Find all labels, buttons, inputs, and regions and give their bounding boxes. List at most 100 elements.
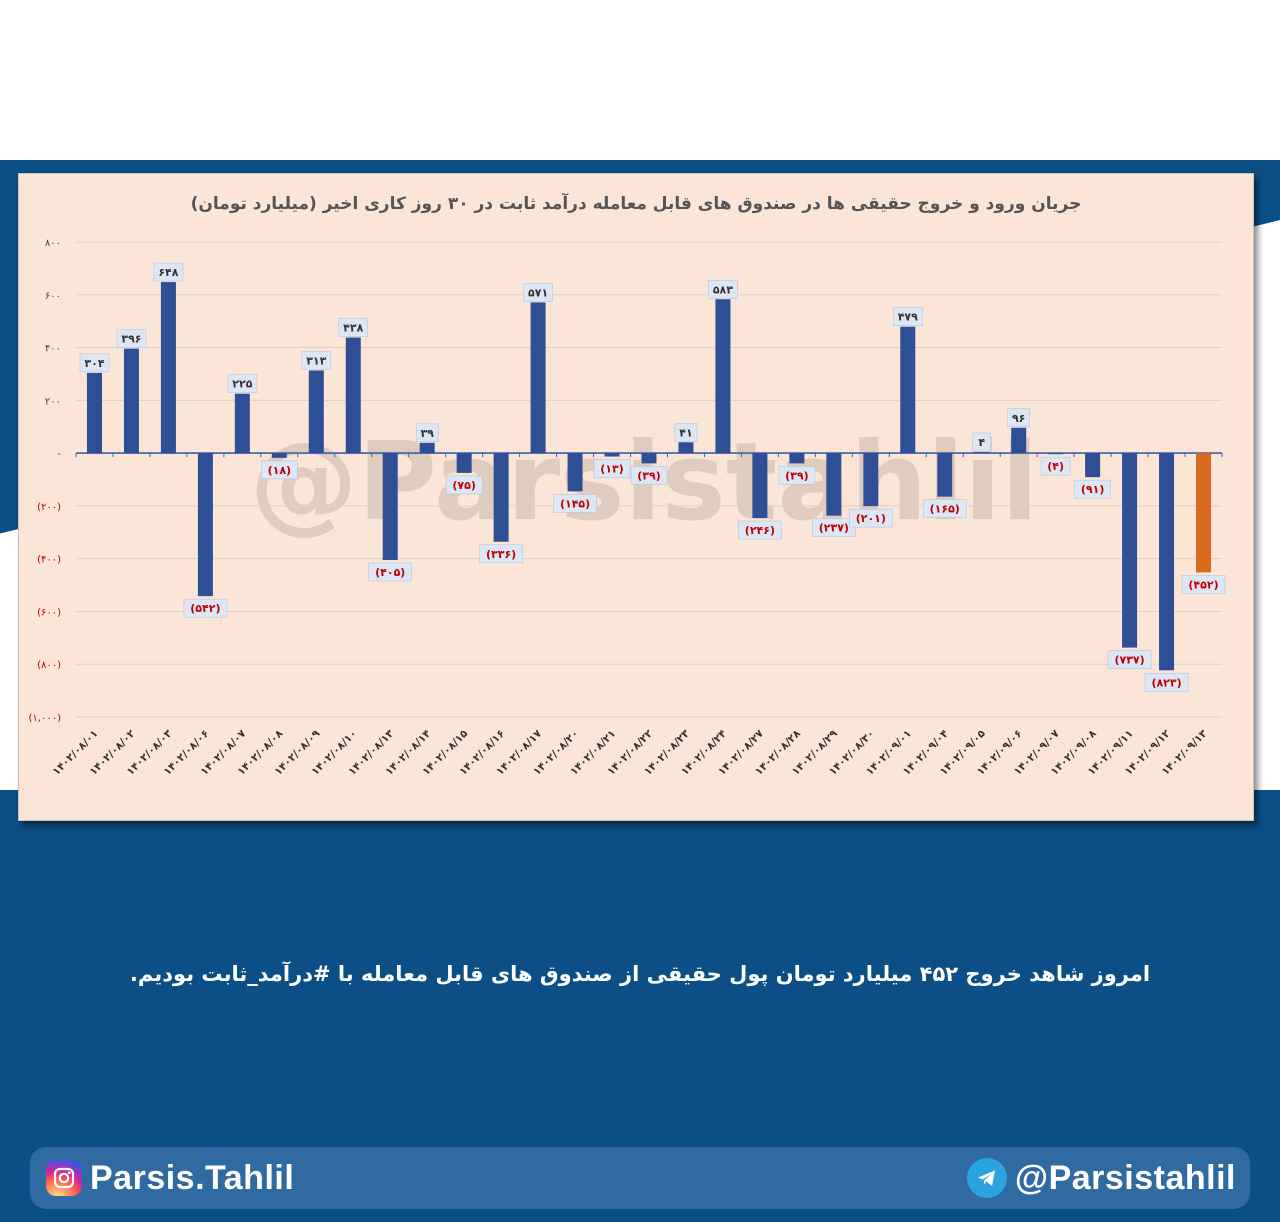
bar: [678, 442, 694, 454]
data-label-box: [1181, 575, 1226, 594]
data-label-box: [227, 374, 258, 394]
data-label-box: [674, 422, 698, 442]
data-label: ۳۰۴: [84, 357, 104, 370]
y-tick-label: (۶۰۰): [37, 607, 61, 618]
bar: [345, 337, 361, 454]
data-label: ۲۲۵: [232, 378, 252, 391]
data-label-box: [479, 544, 523, 564]
bar: [752, 453, 768, 519]
bar: [1048, 453, 1064, 455]
data-label-box: [593, 459, 631, 478]
data-label: (۸۲۳): [1151, 676, 1181, 689]
bar: [530, 302, 546, 454]
data-label: (۱۳): [600, 463, 623, 476]
chart-title: جریان ورود و خروج حقیقی ها در صندوق های …: [190, 194, 1082, 214]
data-label: (۷۳۷): [1114, 654, 1144, 667]
bar: [715, 299, 731, 454]
data-label: ۳۱۳: [306, 355, 326, 368]
data-label: ۴۷۹: [898, 311, 918, 324]
data-label-box: [183, 598, 228, 618]
data-label-box: [1007, 408, 1030, 428]
data-label-box: [445, 475, 483, 495]
data-label-box: [708, 279, 738, 299]
data-label: ۶۴۸: [158, 266, 178, 279]
data-label: ۴۱: [679, 426, 692, 439]
data-label: (۹۱): [1081, 483, 1104, 496]
data-label-box: [1107, 650, 1152, 669]
telegram-handle: @Parsistahlil: [1014, 1158, 1236, 1197]
bar: [160, 282, 176, 454]
bar: [271, 453, 287, 458]
data-label-box: [116, 329, 147, 348]
telegram-link[interactable]: @Parsistahlil: [966, 1158, 1236, 1198]
bar: [86, 372, 102, 454]
data-label: (۲۳۷): [819, 522, 849, 535]
y-tick-label: (۱,۰۰۰): [29, 713, 62, 724]
bar: [789, 453, 805, 464]
bar: [234, 393, 250, 454]
bar: [493, 453, 509, 542]
bar: [937, 453, 953, 497]
data-label: (۱۸): [268, 464, 291, 477]
data-label-box: [778, 466, 816, 485]
y-tick-label: ۲۰۰: [45, 396, 61, 407]
data-label: (۳۳۶): [486, 548, 516, 561]
data-label-box: [261, 460, 298, 480]
data-label: ۵۸۳: [713, 283, 733, 296]
background-band-top: [0, 0, 1280, 160]
bar: [900, 326, 916, 454]
data-label-box: [1040, 456, 1071, 476]
y-tick-label: ۸۰۰: [45, 238, 61, 249]
data-label-box: [79, 353, 110, 373]
data-label: ۴۳۸: [343, 322, 363, 335]
data-label-box: [849, 508, 893, 528]
data-label: ۴: [978, 436, 985, 449]
bar: [1122, 453, 1138, 648]
data-label-box: [630, 466, 668, 485]
data-label: (۴۰۵): [375, 566, 405, 579]
y-tick-label: -: [57, 449, 61, 460]
data-label-box: [523, 283, 553, 302]
data-label: (۳۹): [637, 469, 660, 482]
bar: [419, 442, 435, 454]
bar: [456, 453, 472, 473]
data-label: (۴): [1047, 460, 1064, 473]
data-label: (۲۰۱): [856, 512, 886, 525]
y-tick-label: ۶۰۰: [45, 291, 61, 302]
bar: [641, 453, 657, 464]
data-label-box: [415, 423, 439, 443]
instagram-handle: Parsis.Tahlil: [90, 1158, 295, 1197]
data-label: ۵۷۱: [528, 286, 548, 299]
data-label: ۳۹۶: [121, 333, 141, 346]
data-label-box: [922, 499, 967, 518]
bar: [1011, 427, 1027, 454]
data-label-box: [301, 351, 332, 370]
bar: [567, 453, 583, 492]
data-label-box: [1144, 672, 1189, 692]
data-label: (۴۵۲): [1188, 578, 1218, 591]
y-tick-label: (۲۰۰): [37, 502, 61, 513]
data-label: (۱۶۵): [930, 503, 960, 516]
bar: [863, 453, 879, 507]
instagram-icon: [46, 1160, 82, 1196]
caption-text: امروز شاهد خروج ۴۵۲ میلیارد تومان پول حق…: [129, 962, 1151, 986]
data-label-box: [892, 307, 923, 327]
telegram-icon: [966, 1158, 1007, 1198]
data-label: (۲۴۶): [745, 524, 775, 537]
y-tick-label: (۸۰۰): [37, 660, 61, 671]
data-label-box: [553, 494, 597, 513]
bar: [826, 453, 842, 516]
data-label-box: [338, 318, 369, 337]
data-label-box: [738, 520, 782, 540]
bar: [382, 453, 398, 560]
data-label-box: [972, 432, 992, 452]
data-label-box: [1074, 479, 1111, 499]
data-label: (۱۴۵): [560, 497, 590, 510]
bar: [308, 370, 324, 454]
data-label-box: [812, 518, 856, 537]
data-label-box: [368, 562, 413, 582]
y-tick-label: ۴۰۰: [45, 344, 61, 355]
instagram-link[interactable]: Parsis.Tahlil: [46, 1159, 294, 1197]
bar: [604, 453, 620, 457]
bar: [123, 348, 139, 454]
